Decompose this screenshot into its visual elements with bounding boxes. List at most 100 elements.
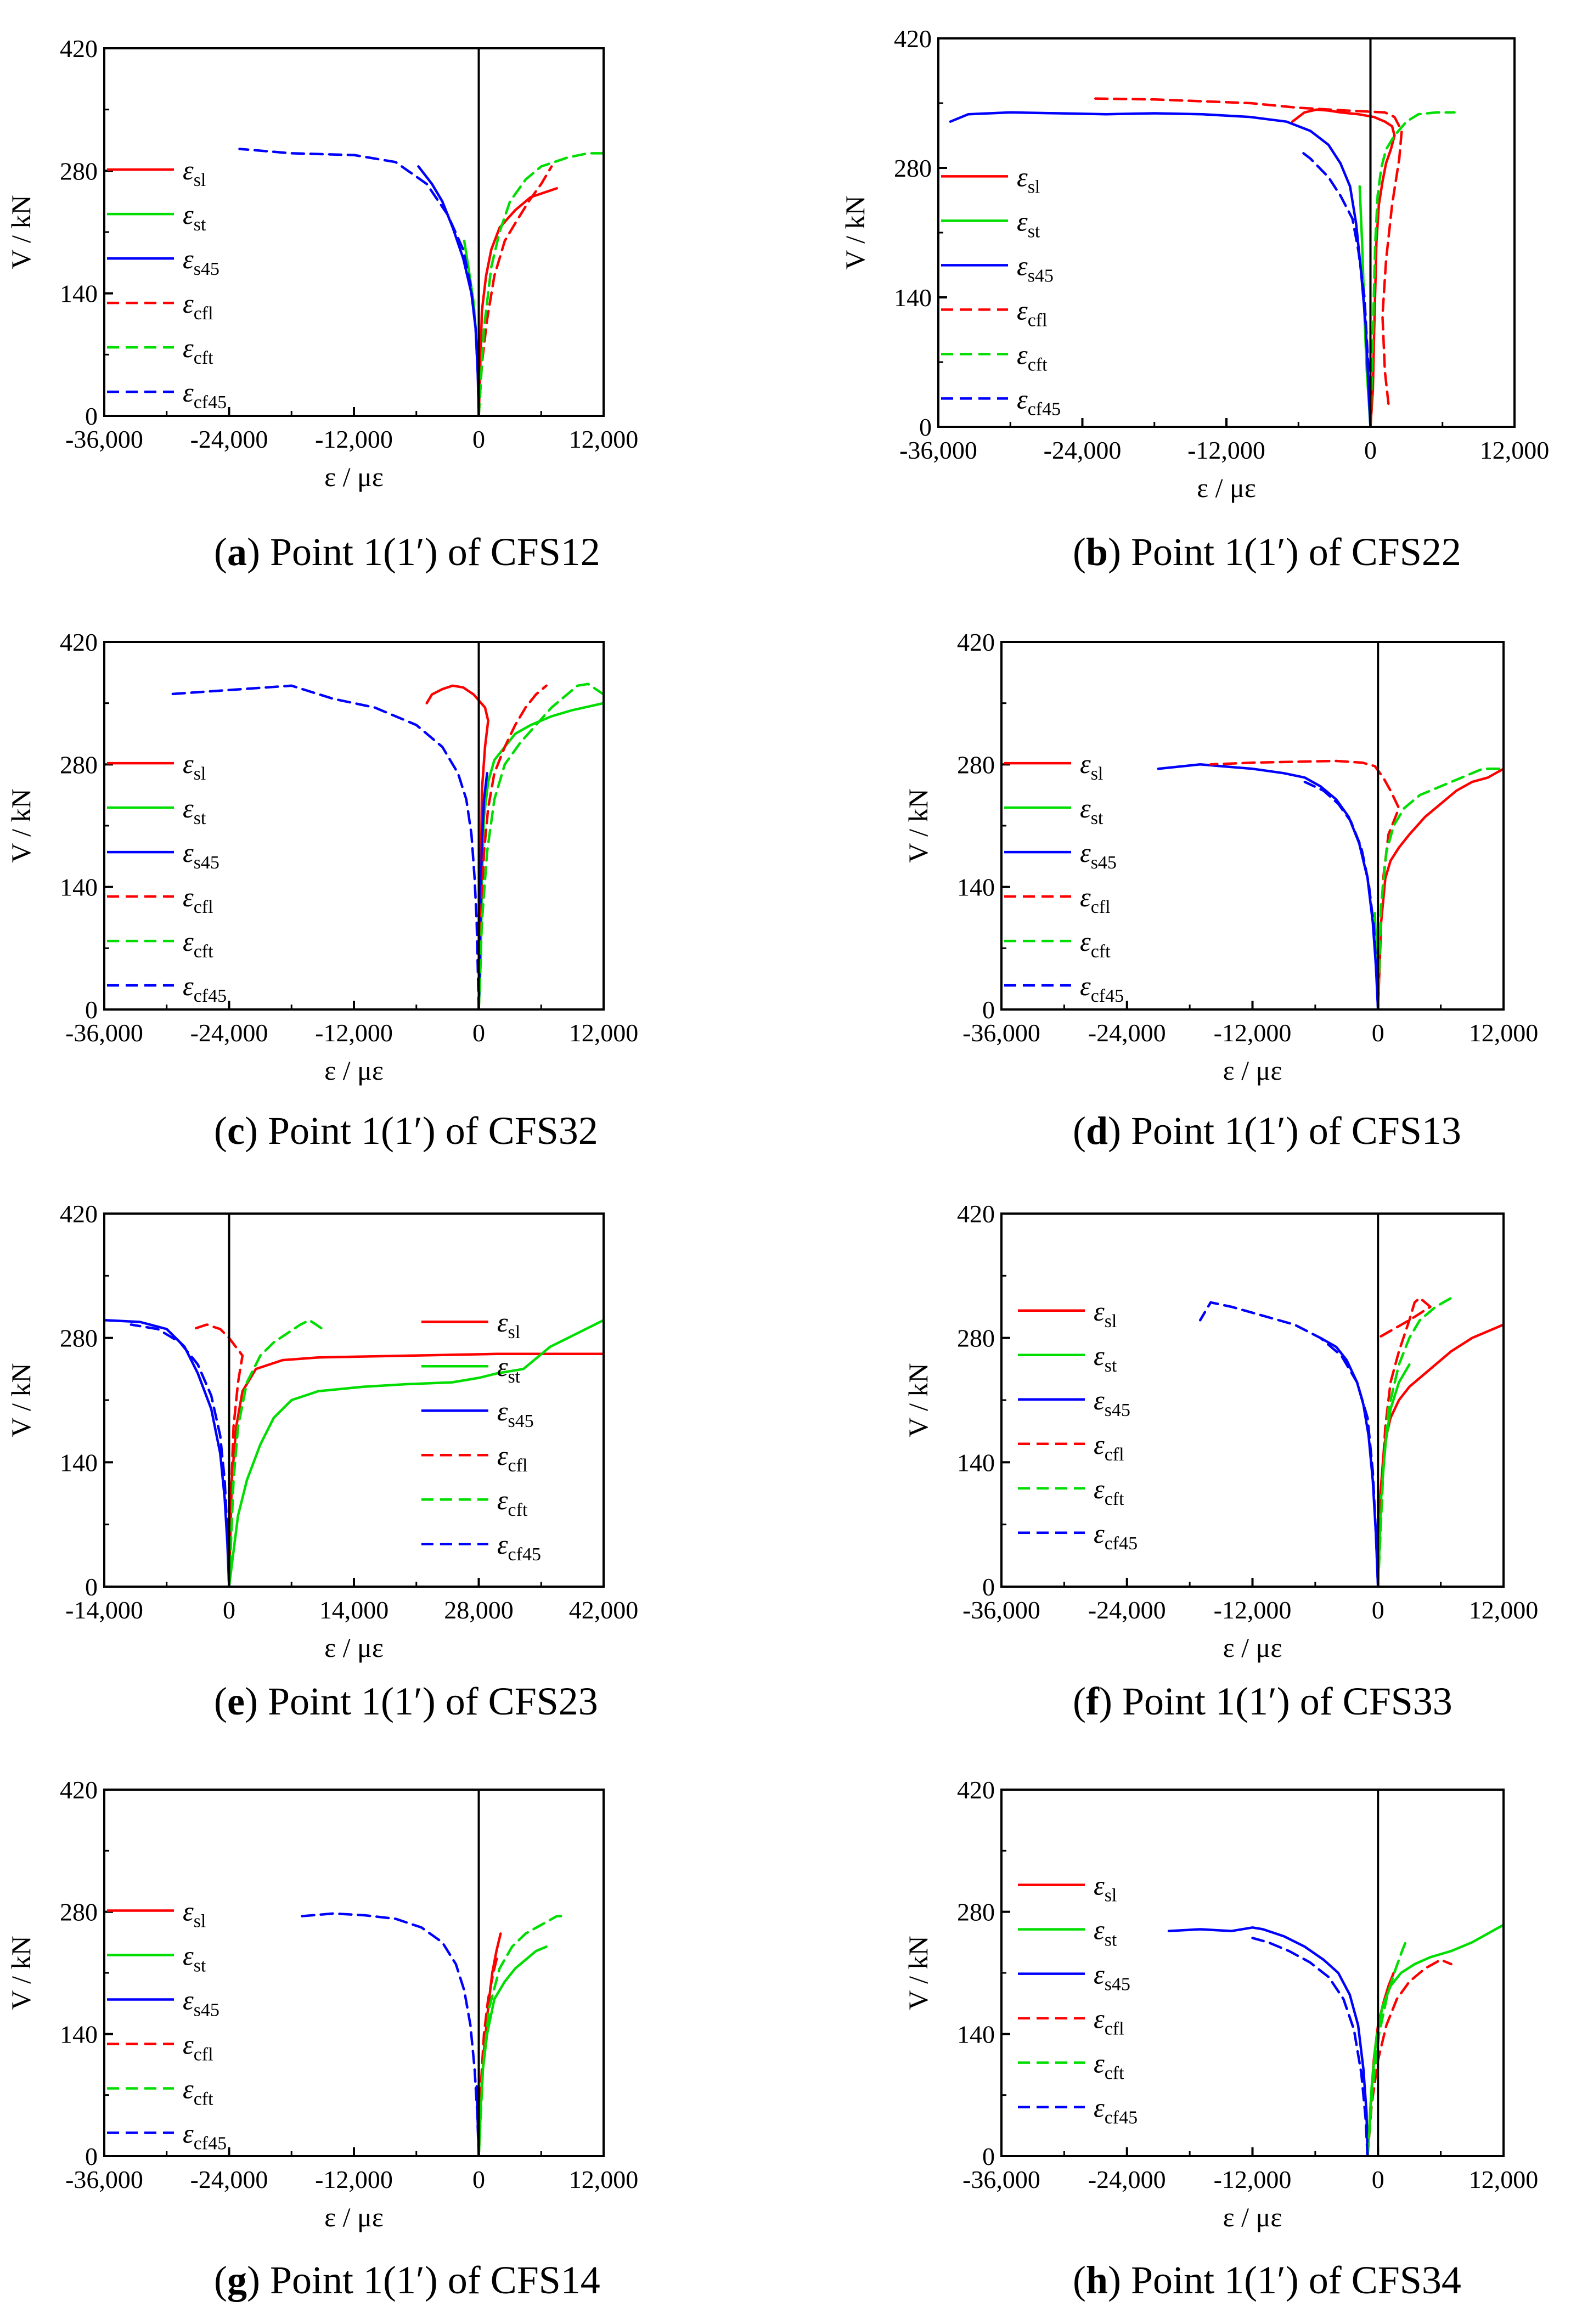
series-line-cf45 <box>1251 1937 1369 2156</box>
legend-label-st: εst <box>183 199 206 235</box>
plot-frame <box>103 641 605 1011</box>
series-line-cft <box>477 1915 568 2156</box>
legend-subscript: sl <box>1091 764 1104 784</box>
chart-panel-c: -36,000 -24,000 -12,000 0 12,000 0 140 280 420 ε … <box>5 628 638 1153</box>
caption-close: ) <box>245 1109 258 1153</box>
series-group <box>949 97 1456 427</box>
series-group <box>104 1319 604 1587</box>
series-line-s45 <box>1167 1926 1369 2156</box>
legend-symbol: ε <box>497 1396 508 1426</box>
legend-label-s45: εs45 <box>1094 1385 1130 1420</box>
legend-label-cf45: εcf45 <box>183 971 227 1006</box>
chart-panel-a: -36,000 -24,000 -12,000 0 12,000 0 140 280 420 ε … <box>5 35 638 574</box>
x-tick-label: -36,000 <box>962 1019 1040 1047</box>
legend-symbol: ε <box>497 1485 508 1515</box>
caption-letter: b <box>1086 530 1108 574</box>
legend-symbol: ε <box>1094 1340 1105 1371</box>
series-group <box>165 682 604 1009</box>
legend-subscript: s45 <box>194 853 219 873</box>
chart-panel-h: -36,000 -24,000 -12,000 0 12,000 0 140 280 420 ε … <box>903 1776 1538 2302</box>
legend-label-s45: εs45 <box>497 1396 534 1431</box>
legend-subscript: sl <box>194 170 206 190</box>
y-tick-label: 420 <box>60 628 98 656</box>
legend-subscript: cfl <box>194 303 213 324</box>
x-tick-label: 12,000 <box>569 1019 639 1047</box>
x-tick-label: -36,000 <box>899 436 977 464</box>
legend-symbol: ε <box>183 1984 194 2015</box>
legend-subscript: sl <box>1105 1311 1117 1332</box>
series-line-cf45 <box>238 148 480 416</box>
legend-subscript: s45 <box>1105 1400 1130 1420</box>
legend-label-s45: εs45 <box>1080 837 1117 873</box>
series-line-st <box>1366 1923 1504 2156</box>
legend-label-cft: εcft <box>1094 1474 1124 1509</box>
x-tick-label: 42,000 <box>569 1596 639 1624</box>
legend-symbol: ε <box>183 1896 194 1926</box>
legend-label-cf45: εcf45 <box>497 1529 541 1565</box>
legend-symbol: ε <box>1017 339 1028 370</box>
x-tick-label: -24,000 <box>190 1019 268 1047</box>
legend-subscript: sl <box>194 764 206 784</box>
series-line-st <box>477 1945 548 2156</box>
legend-symbol: ε <box>1080 837 1091 868</box>
series-line-cfl <box>1366 1958 1452 2156</box>
series-line-sl <box>1366 1971 1395 2156</box>
series-line-st <box>228 1319 604 1587</box>
legend-label-cfl: εcfl <box>183 288 213 324</box>
series-line-cft <box>1377 768 1504 1009</box>
legend-symbol: ε <box>1080 748 1091 779</box>
panel-caption-c: (c) Point 1(1′) of CFS32 <box>214 1109 598 1153</box>
caption-close: ) <box>1099 1679 1112 1723</box>
legend-label-sl: εsl <box>1094 1296 1117 1332</box>
caption-open: ( <box>214 530 227 574</box>
panel-caption-b: (b) Point 1(1′) of CFS22 <box>1073 530 1461 574</box>
plot-frame <box>103 47 605 417</box>
x-tick-label: 12,000 <box>1469 1019 1539 1047</box>
y-tick-label: 0 <box>919 413 932 441</box>
legend-label-cf45: εcf45 <box>1080 971 1124 1006</box>
legend-symbol: ε <box>1017 206 1028 236</box>
legend-label-s45: εs45 <box>183 837 219 873</box>
legend-symbol: ε <box>183 244 194 274</box>
y-tick-label: 280 <box>60 1324 98 1352</box>
legend-subscript: cf45 <box>194 2133 227 2153</box>
legend-symbol: ε <box>183 2118 194 2148</box>
legend-subscript: cfl <box>194 2044 213 2064</box>
x-tick-label: -12,000 <box>1187 436 1265 464</box>
legend-symbol: ε <box>183 288 194 319</box>
caption-text: Point 1(1′) of CFS14 <box>260 2258 600 2302</box>
legend-label-cf45: εcf45 <box>183 377 227 413</box>
series-line-cf45 <box>1303 780 1380 1009</box>
legend-label-cft: εcft <box>1080 926 1111 962</box>
x-tick-label: 0 <box>223 1596 235 1624</box>
legend-label-sl: εsl <box>183 1896 206 1931</box>
legend-label-st: εst <box>497 1351 521 1387</box>
legend-label-sl: εsl <box>183 155 206 190</box>
x-tick-label: 14,000 <box>319 1596 389 1624</box>
legend-symbol: ε <box>183 199 194 230</box>
y-tick-label: 420 <box>957 628 995 656</box>
legend-symbol: ε <box>183 882 194 912</box>
x-tick-label: 12,000 <box>569 2165 639 2193</box>
x-tick-label: 0 <box>472 1019 485 1047</box>
x-tick-label: 28,000 <box>444 1596 514 1624</box>
series-line-cf45 <box>165 684 480 1009</box>
caption-open: ( <box>1073 2258 1086 2302</box>
x-tick-label: -36,000 <box>65 1019 143 1047</box>
panel-caption-g: (g) Point 1(1′) of CFS14 <box>214 2258 600 2302</box>
legend-symbol: ε <box>183 1940 194 1971</box>
series-group <box>238 148 604 416</box>
caption-open: ( <box>214 2258 227 2302</box>
caption-close: ) <box>247 530 260 574</box>
legend-subscript: cfl <box>1105 2019 1124 2039</box>
legend-subscript: sl <box>194 1911 206 1931</box>
caption-open: ( <box>1073 1109 1086 1153</box>
x-tick-label: -12,000 <box>1214 1019 1292 1047</box>
legend-label-sl: εsl <box>1080 748 1103 784</box>
y-tick-label: 420 <box>894 25 932 53</box>
